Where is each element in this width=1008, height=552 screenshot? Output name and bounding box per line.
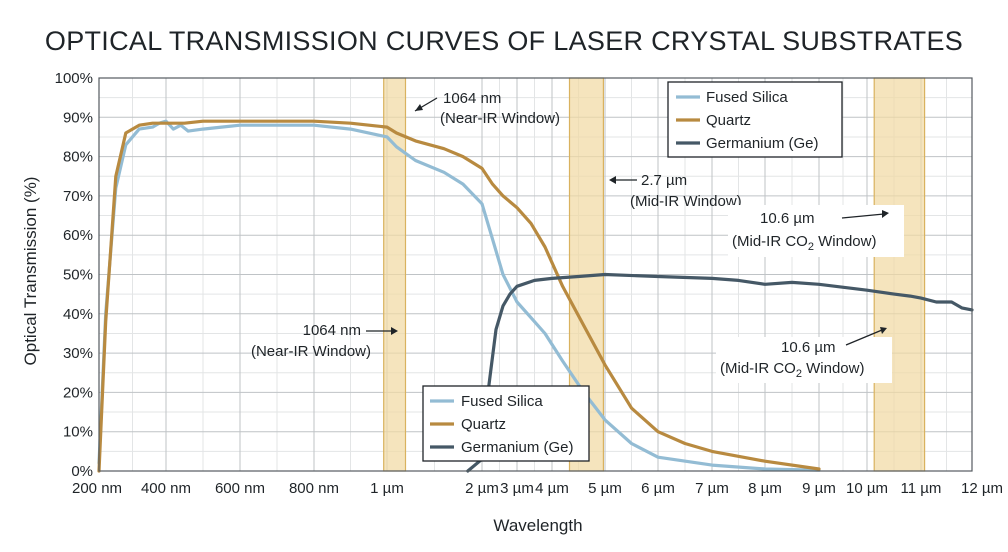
y-tick-label: 80% [63, 149, 93, 166]
x-tick-label: 7 µm [695, 480, 729, 497]
y-tick-label: 30% [63, 345, 93, 362]
plot-frame [98, 77, 973, 472]
legend-label-fused-silica: Fused Silica [706, 89, 788, 106]
annotation-label: 2.7 µm [641, 172, 687, 189]
x-tick-label: 2 µm [465, 480, 499, 497]
legend-label-germanium: Germanium (Ge) [461, 439, 574, 456]
annotation-arrow [845, 329, 883, 346]
annotation-label: 1064 nm [443, 90, 501, 107]
annotation-label: 10.6 µm [781, 339, 836, 356]
subscript-text: 2 [796, 368, 802, 380]
x-tick-label: 12 µm [961, 480, 1003, 497]
x-tick-label: 3 µm [500, 480, 534, 497]
subscript-text: 2 [808, 241, 814, 253]
legend-label-fused-silica: Fused Silica [461, 393, 543, 410]
x-axis-label: Wavelength [493, 516, 582, 535]
annotation-10-6um-upper: 10.6 µm (Mid-IR CO2 Window) [728, 205, 904, 257]
legend-label-germanium: Germanium (Ge) [706, 135, 819, 152]
x-tick-label: 10 µm [846, 480, 888, 497]
y-tick-label: 40% [63, 306, 93, 323]
legend-top-right: Fused Silica Quartz Germanium (Ge) [667, 81, 843, 158]
annotation-sublabel: (Near-IR Window) [440, 110, 560, 127]
annotation-2-7um: 2.7 µm (Mid-IR Window) [609, 172, 742, 210]
legend-bottom-center: Fused Silica Quartz Germanium (Ge) [422, 385, 590, 462]
y-tick-label: 10% [63, 424, 93, 441]
arrowhead [882, 210, 889, 218]
y-tick-label: 20% [63, 384, 93, 401]
x-tick-label: 8 µm [748, 480, 782, 497]
legend-label-quartz: Quartz [461, 416, 506, 433]
annotation-1064nm-upper: 1064 nm (Near-IR Window) [414, 90, 560, 127]
annotation-sublabel: (Mid-IR Window) [630, 193, 742, 210]
x-tick-label: 600 nm [215, 480, 265, 497]
annotation-text: (Mid-IR CO [732, 233, 808, 250]
annotation-1064nm-lower: 1064 nm (Near-IR Window) [251, 322, 398, 360]
y-tick-label: 50% [63, 267, 93, 284]
y-tick-labels: 0% 10% 20% 30% 40% 50% 60% 70% 80% 90% 100% [55, 70, 93, 480]
x-tick-label: 1 µm [370, 480, 404, 497]
y-tick-label: 90% [63, 109, 93, 126]
series-line-quartz [97, 119, 821, 473]
annotation-text: (Mid-IR CO [720, 360, 796, 377]
annotation-backdrop [728, 205, 904, 257]
annotation-sublabel: (Mid-IR CO2 Window) [732, 233, 876, 253]
x-tick-labels: 200 nm 400 nm 600 nm 800 nm 1 µm 2 µm 3 µm 4 µm… [72, 480, 1003, 497]
arrowhead [415, 104, 423, 111]
x-tick-label: 4 µm [535, 480, 569, 497]
arrowhead [609, 176, 616, 184]
annotation-backdrop [716, 337, 892, 383]
x-tick-label: 11 µm [901, 480, 942, 497]
x-tick-label: 800 nm [289, 480, 339, 497]
wavelength-band [873, 77, 926, 472]
x-tick-label: 200 nm [72, 480, 122, 497]
x-tick-label: 9 µm [802, 480, 836, 497]
annotation-label: 1064 nm [303, 322, 361, 339]
arrowhead [391, 327, 398, 335]
y-tick-label: 70% [63, 188, 93, 205]
y-tick-label: 60% [63, 227, 93, 244]
annotation-sublabel: (Near-IR Window) [251, 343, 371, 360]
x-tick-label: 6 µm [641, 480, 675, 497]
annotation-10-6um-lower: 10.6 µm (Mid-IR CO2 Window) [716, 327, 892, 383]
annotation-text: Window) [814, 233, 877, 250]
series-line-germanium-ge [466, 272, 974, 473]
x-tick-label: 5 µm [588, 480, 622, 497]
y-axis-label: Optical Transmission (%) [21, 177, 40, 366]
annotation-arrow [841, 213, 885, 219]
x-tick-label: 400 nm [141, 480, 191, 497]
chart-title: OPTICAL TRANSMISSION CURVES OF LASER CRY… [45, 26, 963, 56]
y-tick-label: 100% [55, 70, 93, 87]
annotation-text: Window) [802, 360, 865, 377]
annotation-label: 10.6 µm [760, 210, 815, 227]
legend-label-quartz: Quartz [706, 112, 751, 129]
annotation-sublabel: (Mid-IR CO2 Window) [720, 360, 864, 380]
wavelength-bands [383, 77, 926, 472]
arrowhead [880, 327, 887, 334]
y-tick-label: 0% [71, 463, 93, 480]
